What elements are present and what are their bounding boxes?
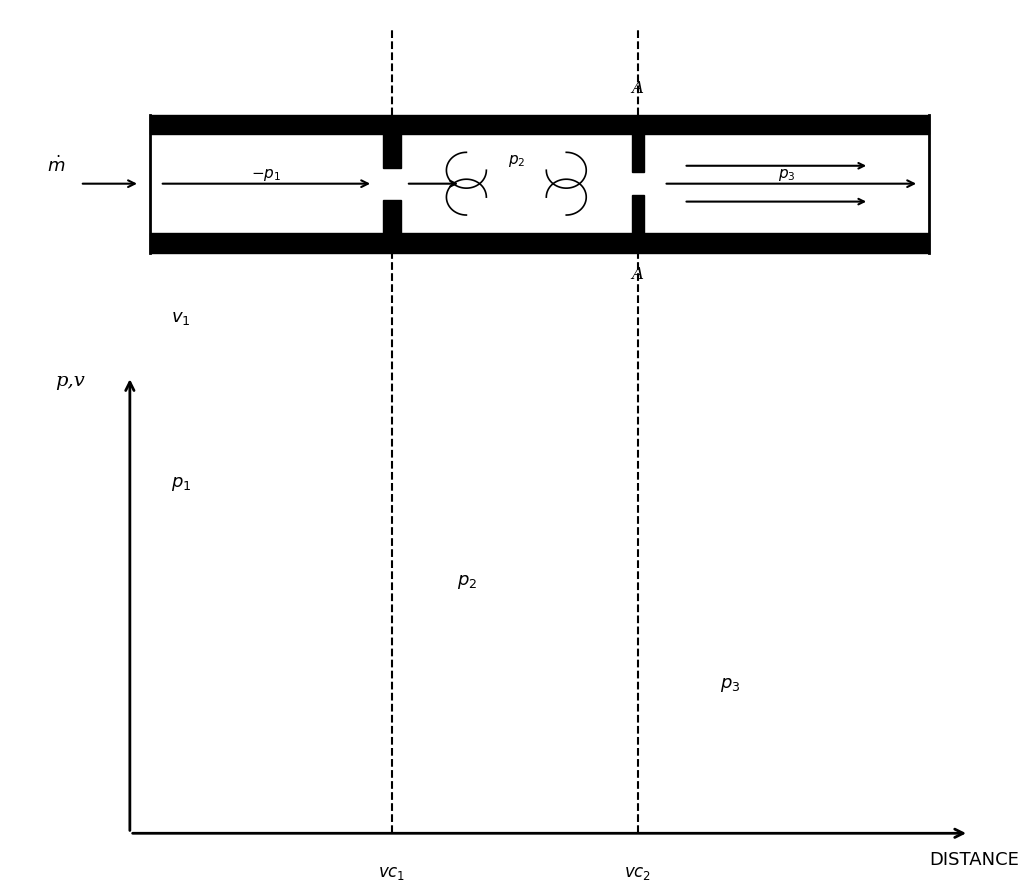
Text: $p_2$: $p_2$ xyxy=(508,153,525,169)
Text: $p_3$: $p_3$ xyxy=(720,676,740,694)
Text: A: A xyxy=(632,80,644,97)
Text: p,v: p,v xyxy=(55,372,85,390)
Text: $p_2$: $p_2$ xyxy=(458,573,478,591)
Bar xyxy=(383,200,401,233)
Text: $v_1$: $v_1$ xyxy=(171,309,190,327)
Text: $-p_1$: $-p_1$ xyxy=(251,167,282,183)
Text: A: A xyxy=(632,266,644,283)
Text: $p_3$: $p_3$ xyxy=(777,167,796,183)
Bar xyxy=(150,233,929,253)
Text: $vc_2$: $vc_2$ xyxy=(624,865,651,882)
Text: $v_2$: $v_2$ xyxy=(458,215,477,233)
Bar xyxy=(632,195,644,233)
Text: DISTANCE: DISTANCE xyxy=(929,851,1019,869)
Bar xyxy=(150,115,929,134)
Text: $v_3$: $v_3$ xyxy=(720,130,739,148)
Text: $\dot{m}$: $\dot{m}$ xyxy=(47,156,65,176)
Bar xyxy=(632,134,644,172)
Text: $p_1$: $p_1$ xyxy=(171,475,191,493)
Bar xyxy=(383,134,401,168)
Text: $vc_1$: $vc_1$ xyxy=(378,865,406,882)
